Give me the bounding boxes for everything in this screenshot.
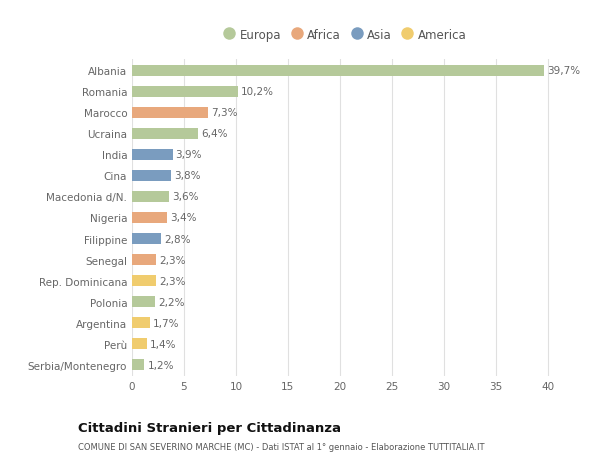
Text: 7,3%: 7,3%	[211, 108, 238, 118]
Bar	[132, 107, 208, 119]
Bar	[132, 275, 156, 287]
Text: COMUNE DI SAN SEVERINO MARCHE (MC) - Dati ISTAT al 1° gennaio - Elaborazione TUT: COMUNE DI SAN SEVERINO MARCHE (MC) - Dat…	[78, 442, 485, 451]
Text: Cittadini Stranieri per Cittadinanza: Cittadini Stranieri per Cittadinanza	[78, 421, 341, 434]
Bar	[132, 149, 173, 161]
Bar	[132, 191, 169, 203]
Bar	[132, 233, 161, 245]
Text: 3,9%: 3,9%	[176, 150, 202, 160]
Legend: Europa, Africa, Asia, America: Europa, Africa, Asia, America	[218, 24, 472, 47]
Text: 2,8%: 2,8%	[164, 234, 191, 244]
Text: 2,3%: 2,3%	[159, 255, 185, 265]
Bar	[132, 66, 544, 77]
Bar	[132, 296, 155, 308]
Bar	[132, 254, 156, 266]
Text: 1,7%: 1,7%	[153, 318, 179, 328]
Text: 3,8%: 3,8%	[175, 171, 201, 181]
Bar	[132, 338, 146, 350]
Text: 10,2%: 10,2%	[241, 87, 274, 97]
Text: 3,6%: 3,6%	[173, 192, 199, 202]
Text: 2,2%: 2,2%	[158, 297, 184, 307]
Bar	[132, 212, 167, 224]
Bar	[132, 170, 172, 182]
Text: 1,4%: 1,4%	[149, 339, 176, 349]
Text: 39,7%: 39,7%	[548, 66, 581, 76]
Bar	[132, 129, 199, 140]
Text: 1,2%: 1,2%	[148, 360, 174, 370]
Bar	[132, 86, 238, 98]
Text: 6,4%: 6,4%	[202, 129, 228, 139]
Bar	[132, 359, 145, 370]
Text: 2,3%: 2,3%	[159, 276, 185, 286]
Bar	[132, 317, 149, 329]
Text: 3,4%: 3,4%	[170, 213, 197, 223]
